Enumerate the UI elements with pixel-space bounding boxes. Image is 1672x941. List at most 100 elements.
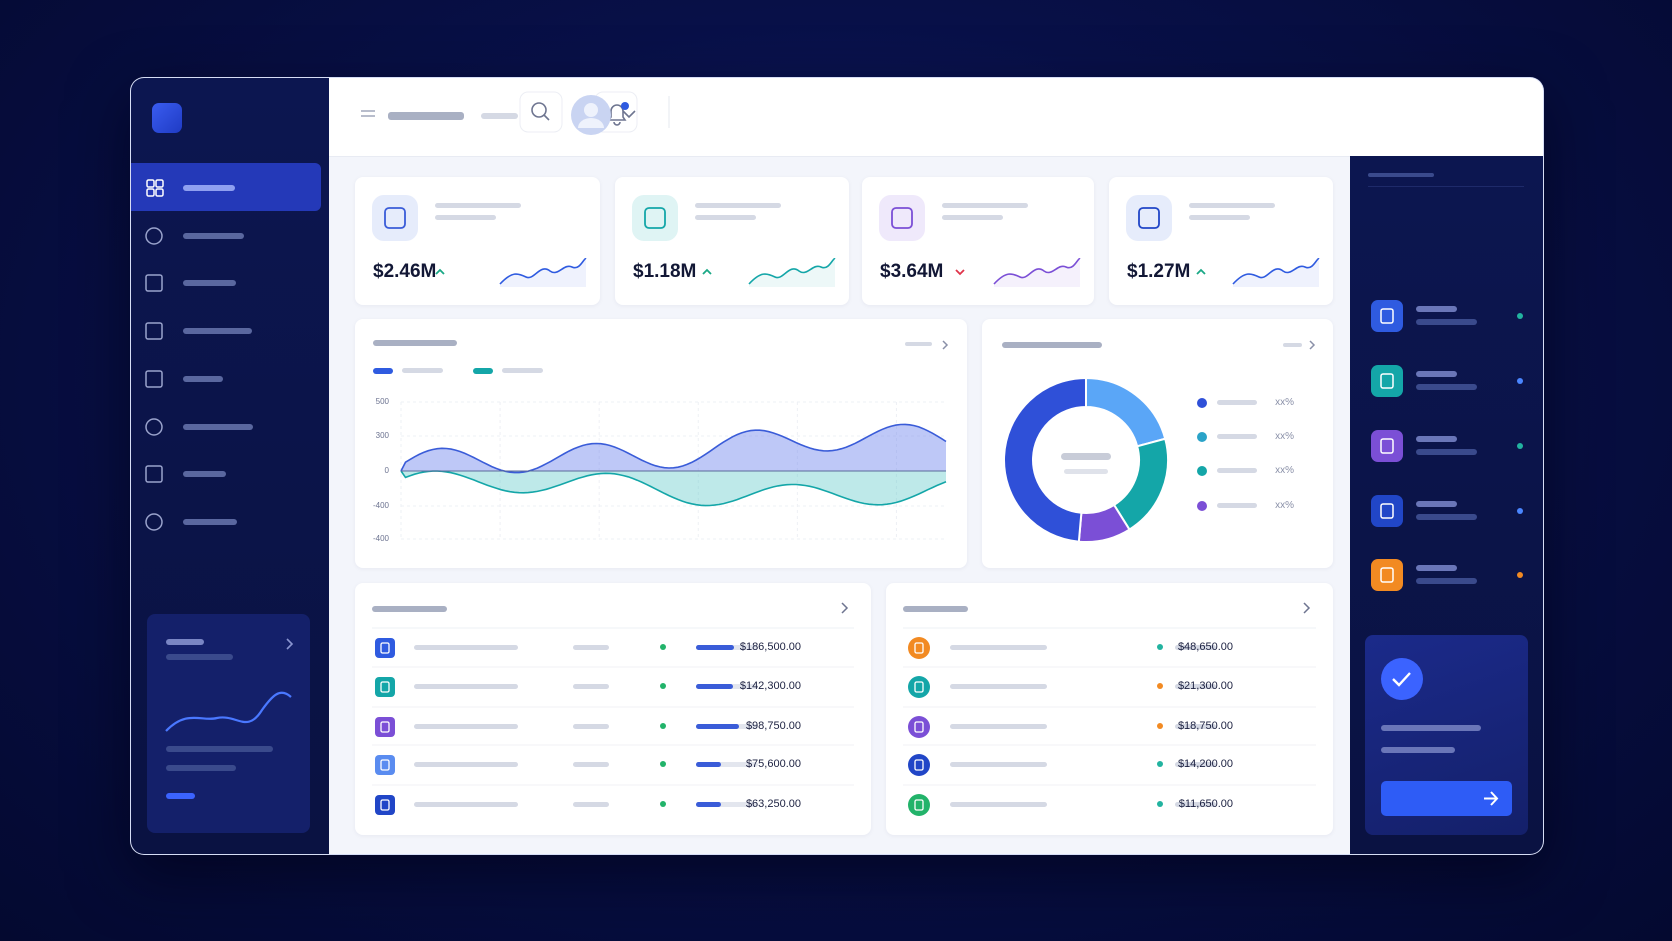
placeholder [183, 280, 236, 286]
kpi-icon [632, 195, 678, 241]
status-dot [1517, 572, 1523, 578]
placeholder [1283, 343, 1302, 347]
kpi-value: $1.18M [633, 261, 697, 282]
icon-part [145, 513, 163, 531]
placeholder [695, 215, 756, 220]
chevron [1303, 602, 1311, 614]
placeholder [166, 639, 204, 645]
placeholder [573, 762, 609, 767]
chevron [1309, 340, 1316, 350]
placeholder [166, 793, 195, 799]
placeholder [402, 368, 443, 373]
icon-glyph [1380, 438, 1394, 454]
placeholder [696, 802, 721, 807]
row-icon [908, 716, 930, 738]
icon-glyph [914, 759, 924, 771]
placeholder [1416, 384, 1477, 390]
icon-part [145, 322, 163, 340]
amount: $142,300.00 [739, 680, 801, 692]
placeholder [1217, 400, 1257, 405]
placeholder [166, 746, 273, 752]
nav-icon [145, 513, 163, 531]
logo [152, 103, 182, 133]
promo-graph [165, 638, 294, 732]
amount: $75,600.00 [745, 758, 801, 770]
action-button[interactable] [1381, 781, 1512, 816]
icon-glyph [914, 642, 924, 654]
placeholder [372, 606, 447, 612]
icon-glyph [380, 721, 390, 733]
area-upper-fill [401, 424, 946, 473]
kpi-card: $1.18M [615, 177, 849, 305]
chevron [841, 602, 849, 614]
status-dot [1517, 313, 1523, 319]
icon-glyph [891, 207, 913, 229]
activity-icon [1371, 559, 1403, 591]
nav-icon [145, 227, 163, 245]
amount: $63,250.00 [745, 798, 801, 810]
placeholder [1175, 762, 1216, 767]
placeholder [414, 802, 518, 807]
placeholder [1175, 802, 1216, 807]
legend-percent: xx% [1275, 397, 1294, 408]
icon-glyph [380, 759, 390, 771]
placeholder [183, 471, 226, 477]
placeholder [573, 645, 609, 650]
status-dot [1157, 683, 1163, 689]
table-graphics [372, 602, 854, 815]
placeholder [695, 203, 781, 208]
legend-percent: xx% [1275, 500, 1294, 511]
icon-glyph [1138, 207, 1160, 229]
icon-glyph [644, 207, 666, 229]
row-icon [375, 755, 395, 775]
activity-icon [1371, 365, 1403, 397]
placeholder [1381, 725, 1481, 731]
status-dot [1157, 801, 1163, 807]
amount: $186,500.00 [739, 641, 801, 653]
promo-card[interactable] [147, 614, 310, 833]
icon-glyph [380, 799, 390, 811]
placeholder [166, 765, 236, 771]
placeholder [903, 606, 968, 612]
placeholder [1416, 436, 1457, 442]
row-icon [375, 677, 395, 697]
amount: $48,650.00 [1177, 641, 1233, 653]
placeholder [950, 762, 1047, 767]
placeholder [435, 215, 496, 220]
amount: $18,750.00 [1177, 720, 1233, 732]
placeholder [696, 724, 739, 729]
status-dot [1157, 723, 1163, 729]
legend-percent: xx% [1275, 465, 1294, 476]
top-bar [329, 78, 1543, 157]
activity-icons [1371, 300, 1523, 591]
placeholder [373, 340, 457, 346]
sparkline-fill [1233, 258, 1319, 287]
area-chart [400, 340, 949, 540]
kpi-graphics [372, 195, 587, 287]
icon-glyph [914, 681, 924, 693]
kpi-icon [1126, 195, 1172, 241]
top-bar-icons [361, 91, 670, 135]
row-icon [375, 638, 395, 658]
placeholder [1217, 503, 1257, 508]
y-tick-label: -400 [372, 501, 389, 510]
nav-icon [145, 274, 163, 292]
icon-glyph [1380, 503, 1394, 519]
status-dot [660, 723, 666, 729]
placeholder [1189, 203, 1275, 208]
icon-glyph [1380, 567, 1394, 583]
status-dot [660, 683, 666, 689]
row-icon [375, 717, 395, 737]
placeholder [1175, 724, 1216, 729]
placeholder [1416, 319, 1477, 325]
placeholder [166, 654, 233, 660]
amount: $98,750.00 [745, 720, 801, 732]
placeholder [942, 203, 1028, 208]
center-label [1061, 453, 1111, 460]
donut-chart [1003, 340, 1316, 543]
placeholder [1175, 684, 1216, 689]
icon-glyph [380, 642, 390, 654]
placeholder [1416, 306, 1457, 312]
